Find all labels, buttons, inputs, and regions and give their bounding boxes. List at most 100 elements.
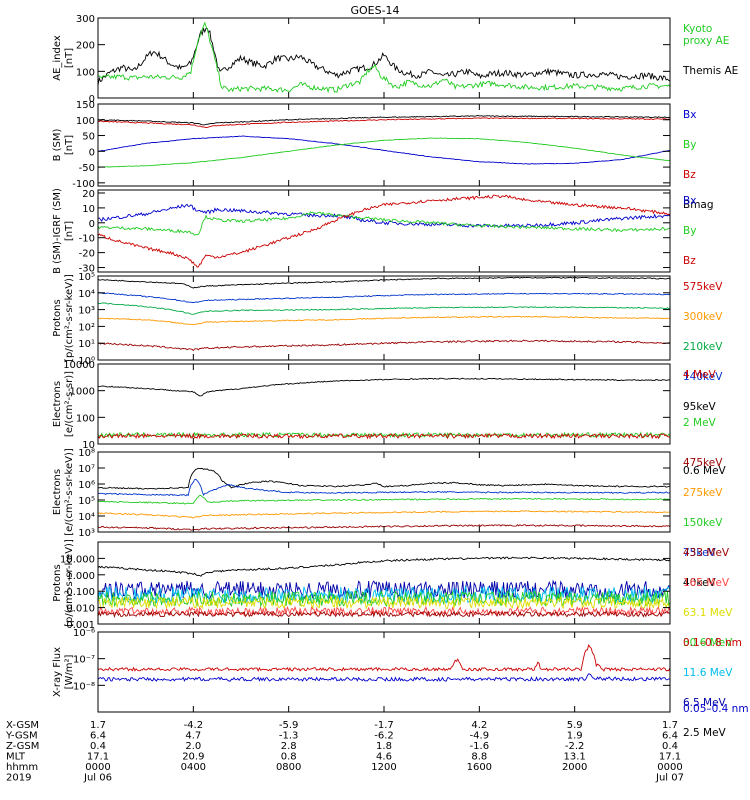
series-line-3 <box>98 194 670 268</box>
x-axis-info-table: X-GSM 1.7 -4.2 -5.9 -1.7 4.2 5.9 1.7 Y-GSM 6.4 4.7… <box>5 720 684 784</box>
y-tick-label: 0 <box>89 94 95 105</box>
info-cell: 2000 <box>562 762 587 773</box>
y-tick-label: 300 <box>76 14 95 25</box>
plot-frame <box>97 451 671 533</box>
y-tick-label: 0.001 <box>66 620 95 631</box>
y-tick-label: -50 <box>79 163 95 174</box>
legend-entry: 433 MeV <box>683 547 730 559</box>
info-cell: 0.4 <box>90 741 106 752</box>
legend-entry: Bx <box>683 109 696 121</box>
y-axis-label: [nT] <box>64 135 75 155</box>
y-axis-label: [p/(cm²-s-sr-keV)] <box>64 539 75 627</box>
series-line-6 <box>98 605 670 617</box>
y-axis-label: B (SM)-IGRF (SM) <box>52 188 63 274</box>
y-tick-label: 1000 <box>70 387 95 398</box>
series-group <box>98 644 670 682</box>
info-cell: -1.6 <box>470 741 490 752</box>
series-line-2 <box>98 673 670 682</box>
y-axis-label: [nT] <box>64 48 75 68</box>
info-cell: 8.8 <box>471 752 487 763</box>
y-tick-label: 100 <box>76 67 95 78</box>
y-tick-label: 10³ <box>78 528 95 539</box>
info-row-label: X-GSM <box>6 720 39 731</box>
y-axis-label: [e/(cm²-s-sr)] <box>64 371 75 437</box>
series-line-1 <box>98 467 670 490</box>
y-tick-label: 10³ <box>78 306 95 317</box>
info-cell: 1.9 <box>567 731 583 742</box>
legend-entry: By <box>683 139 696 151</box>
panel-bsm: 150 100 50 0 -50 -100 B (SM) [nT] Bx By Bz Bmag <box>52 100 714 211</box>
y-axis-label: Protons <box>52 564 63 601</box>
legend-entry: 4 MeV <box>683 369 717 381</box>
info-cell: 17.1 <box>87 752 109 763</box>
panel-electrons_high: 10000 1000 100 10 Electrons [e/(cm²-s-sr)] 4 M… <box>52 360 727 477</box>
series-line-2 <box>98 117 670 128</box>
legend-entry: 2 MeV <box>683 417 717 429</box>
series-group <box>98 377 670 440</box>
y-axis-label: Protons <box>52 299 63 336</box>
series-group <box>98 276 670 352</box>
info-cell: 0.4 <box>662 741 678 752</box>
info-cell: 1.7 <box>662 720 678 731</box>
legend-entry: By <box>683 225 696 237</box>
legend-entry: 0.6 MeV <box>683 465 727 477</box>
series-line-4 <box>98 315 670 326</box>
y-tick-label: 10⁰ <box>78 356 95 367</box>
legend-entry: 2.5 MeV <box>683 727 727 739</box>
y-tick-label: 100 <box>76 413 95 424</box>
series-group <box>98 556 670 618</box>
y-tick-label: 10⁴ <box>78 512 95 523</box>
panel-protons_high: 10.000 1.000 0.100 0.010 0.001 Protons [p/(cm²… <box>52 539 733 739</box>
legend-entry: 0.1–0.8 nm <box>683 637 742 649</box>
legend-entry: 275keV <box>683 487 723 499</box>
info-cell: -4.9 <box>470 731 490 742</box>
series-group <box>98 115 670 168</box>
info-cell: 1600 <box>467 762 492 773</box>
series-group <box>98 194 670 268</box>
info-row-label: 2019 <box>6 773 31 784</box>
series-line-7 <box>98 610 670 618</box>
legend-entry: 140keV <box>683 371 723 383</box>
info-cell: -2.2 <box>565 741 585 752</box>
y-axis-label: Electrons <box>52 381 63 427</box>
series-line-1 <box>98 644 670 672</box>
panel-xray: 10⁻⁶ 10⁻⁷ 10⁻⁸ X-ray Flux [W/m²] 0.1–0.8 nm 0.… <box>52 628 749 715</box>
legend-entry: 0.05–0.4 nm <box>683 703 749 715</box>
series-line-5 <box>98 339 670 352</box>
y-tick-label: 10.000 <box>60 554 95 565</box>
y-tick-label: 10⁻⁷ <box>73 655 95 666</box>
info-cell: 5.9 <box>567 720 583 731</box>
y-axis-label: [p/(cm²-s-sr-keV)] <box>64 274 75 362</box>
legend-entry: Bx <box>683 195 696 207</box>
info-cell: 2.8 <box>281 741 297 752</box>
y-tick-label: 1.000 <box>66 571 95 582</box>
plot-frame <box>97 363 671 445</box>
y-axis-label: AE_index <box>52 35 63 81</box>
y-tick-label: 10000 <box>63 360 95 371</box>
series-line-1 <box>98 115 670 126</box>
y-tick-label: 10⁵ <box>78 272 95 283</box>
series-line-2 <box>98 431 670 439</box>
panel-digrf: 20 10 0 -10 -20 -30 B (SM)-IGRF (SM) [nT] Bx By Bz <box>52 188 696 275</box>
info-cell: 6.4 <box>90 731 106 742</box>
info-cell: 6.4 <box>662 731 678 742</box>
legend-entry: 40keV <box>683 577 717 589</box>
series-line-4 <box>98 510 670 519</box>
legend-entry: 75keV <box>683 547 717 559</box>
info-cell: 0.8 <box>281 752 297 763</box>
y-tick-label: -30 <box>79 264 95 275</box>
y-tick-label: 10⁴ <box>78 289 95 300</box>
info-cell: 1200 <box>371 762 396 773</box>
series-group <box>98 21 670 94</box>
series-line-2 <box>98 292 670 303</box>
plot-frame <box>97 17 671 99</box>
series-line-3 <box>98 302 670 315</box>
legend-entry: 165 MeV <box>683 577 730 589</box>
legend-entry: 30.6 MeV <box>683 637 733 649</box>
y-tick-label: 10² <box>78 322 95 333</box>
legend-entry: 210keV <box>683 341 723 353</box>
series-line-1 <box>98 203 670 228</box>
info-cell: 4.6 <box>376 752 392 763</box>
legend-entry: 95keV <box>683 401 717 413</box>
